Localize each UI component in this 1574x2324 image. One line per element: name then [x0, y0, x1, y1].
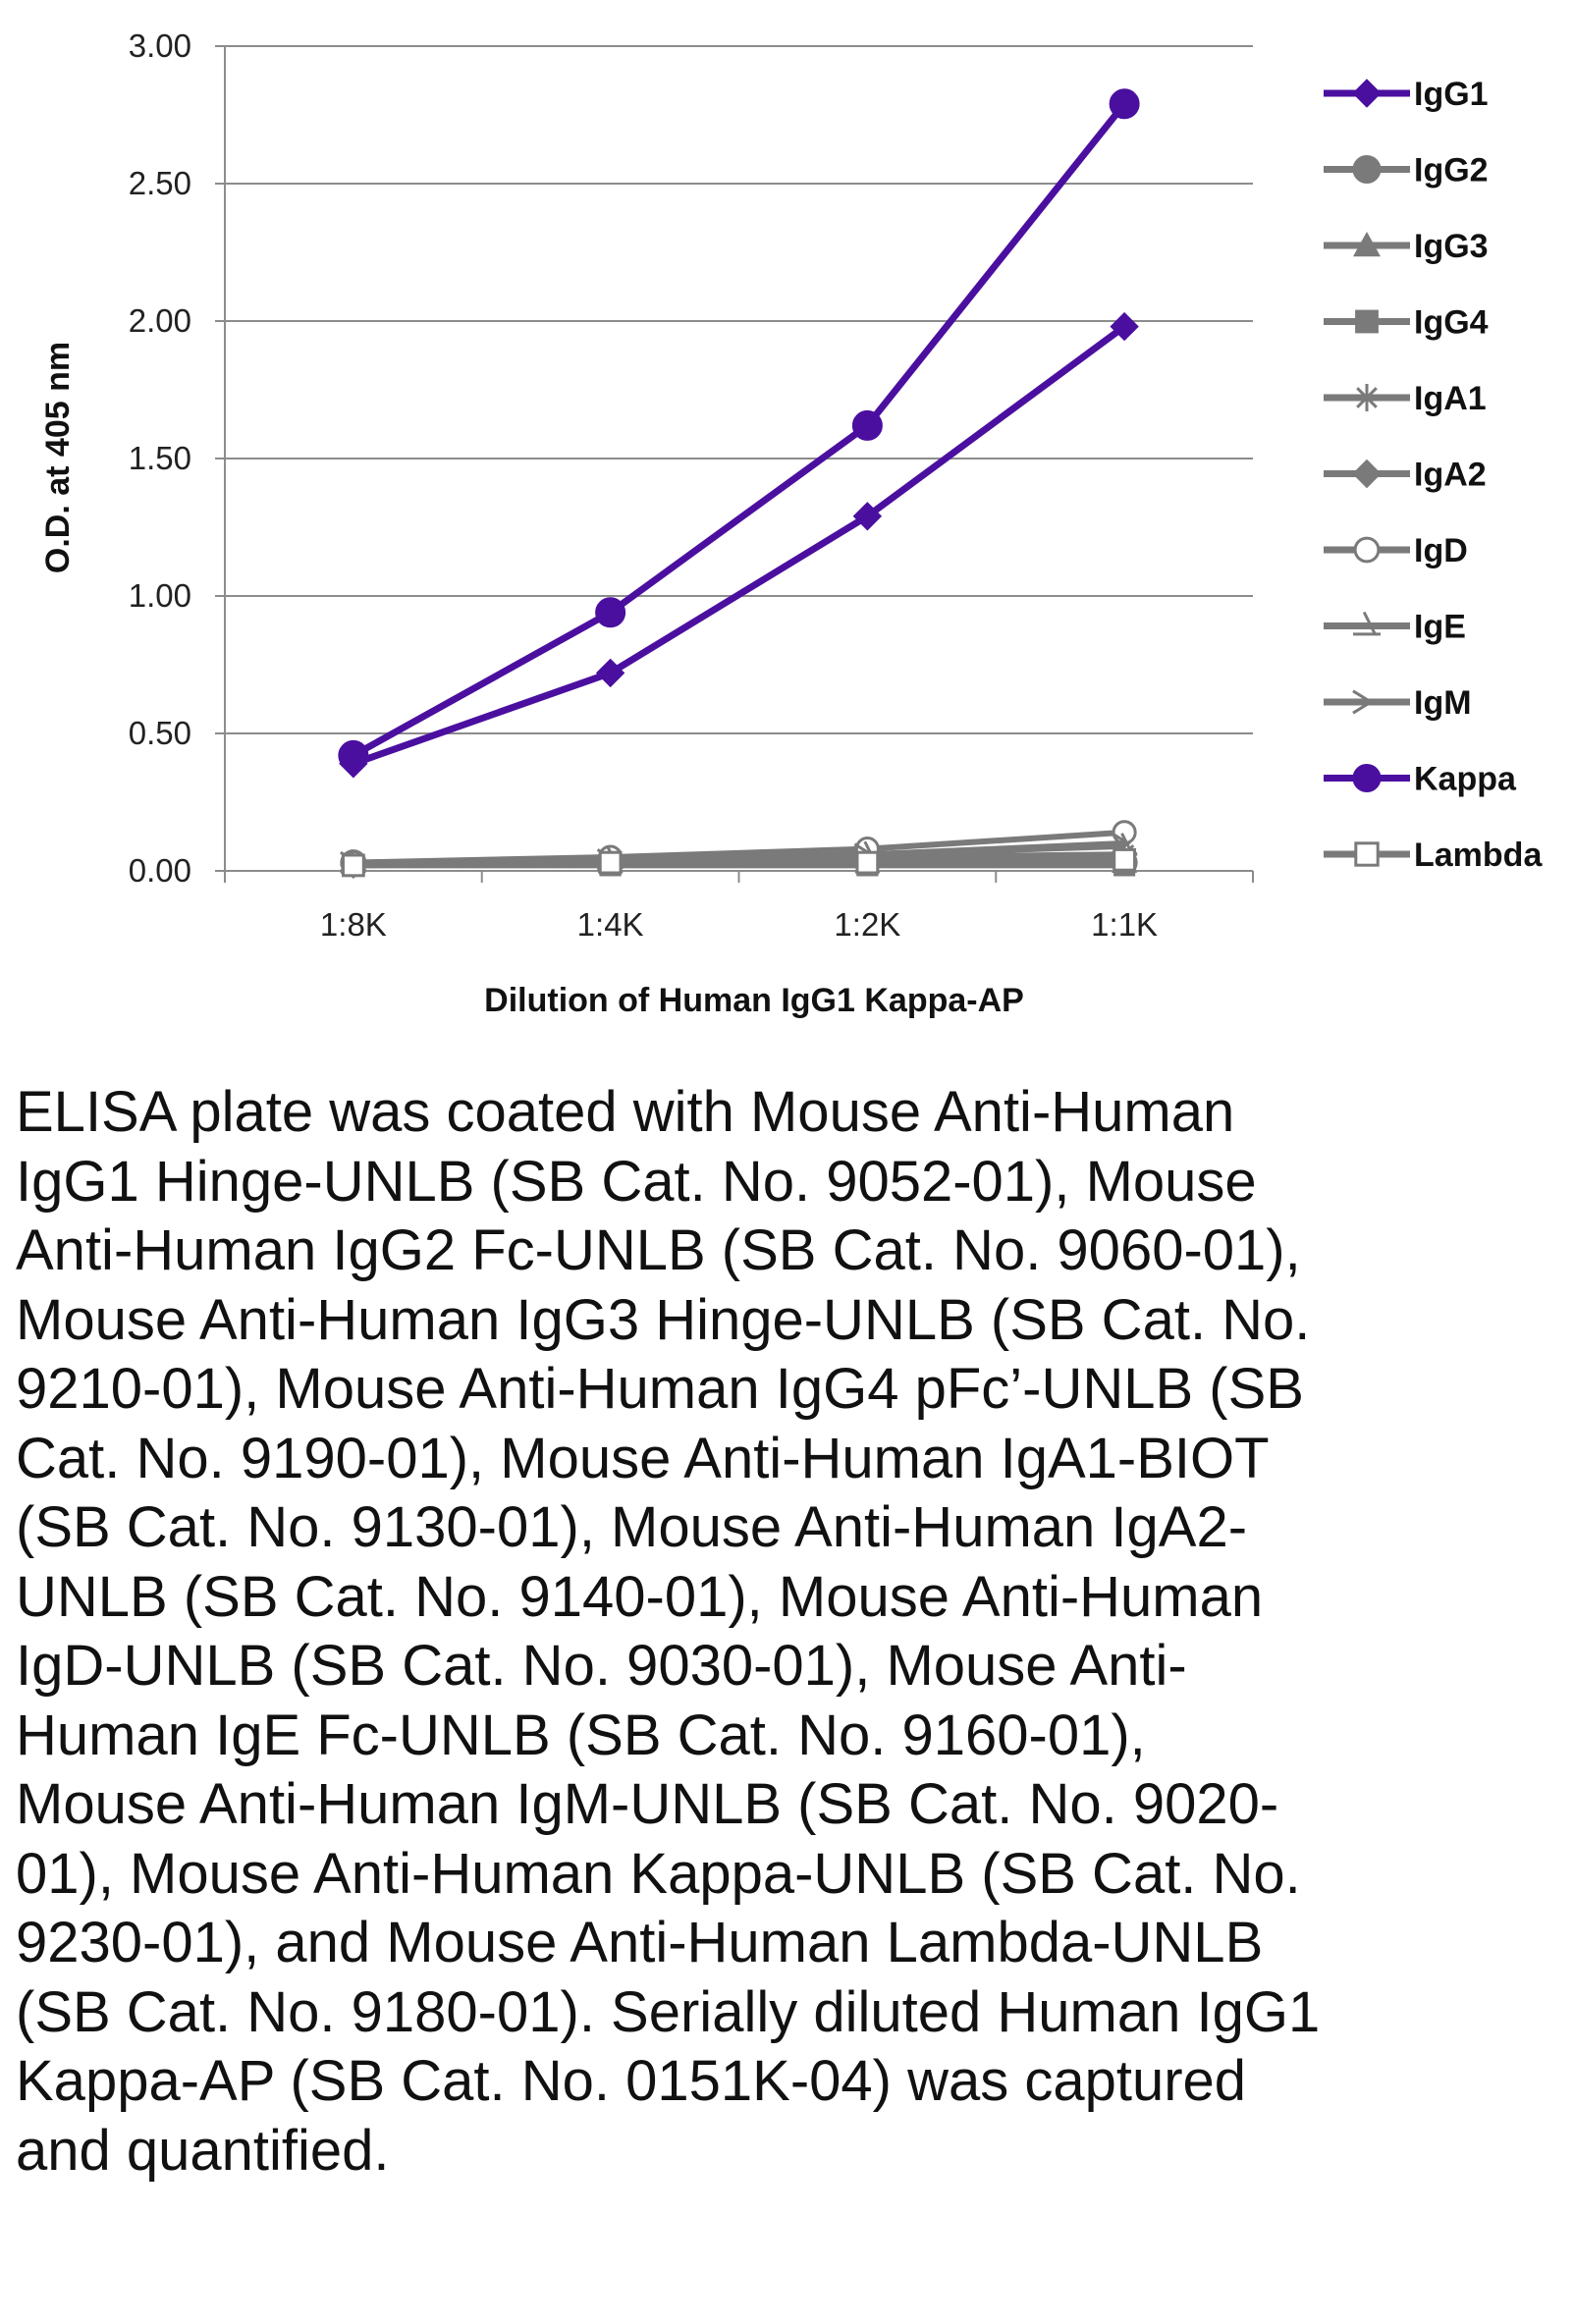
legend-item-lambda: Lambda	[1324, 837, 1543, 874]
series-group	[338, 88, 1140, 880]
legend-marker	[1353, 536, 1381, 564]
legend-marker	[1352, 79, 1382, 108]
legend-label: IgA1	[1414, 380, 1487, 417]
data-point	[851, 409, 883, 441]
marker-shape	[1110, 311, 1139, 342]
legend-item-igg4: IgG4	[1324, 304, 1489, 342]
marker-shape	[855, 850, 880, 875]
legend-marker	[1352, 459, 1382, 489]
gridlines	[225, 45, 1253, 734]
legend-label: IgG2	[1414, 152, 1489, 189]
y-tick-labels: 0.00 0.50 1.00 1.50 2.00 2.50 3.00	[129, 27, 191, 889]
marker-shape	[1352, 79, 1382, 108]
legend-label: Lambda	[1414, 837, 1543, 874]
legend-label: IgE	[1414, 609, 1466, 646]
y-tick-label: 1.00	[129, 577, 191, 614]
marker-shape	[338, 739, 369, 771]
legend-marker	[1352, 155, 1382, 184]
data-point	[598, 850, 623, 875]
legend-item-kappa: Kappa	[1324, 761, 1517, 798]
x-tick-labels: 1:8K 1:4K 1:2K 1:1K	[320, 906, 1158, 943]
data-point	[341, 853, 365, 878]
axes	[215, 45, 1254, 883]
series-kappa	[338, 88, 1140, 771]
legend-marker	[1352, 764, 1382, 792]
legend: IgG1 IgG2 IgG3 IgG4 IgA1 IgA2 IgD IgE IgM Kappa La…	[1324, 76, 1543, 874]
figure-caption: ELISA plate was coated with Mouse Anti-H…	[16, 1080, 1321, 2183]
legend-marker	[1353, 384, 1381, 411]
marker-shape	[1353, 232, 1381, 257]
marker-shape	[1109, 88, 1140, 120]
marker-shape	[595, 658, 625, 688]
marker-shape	[851, 409, 883, 441]
x-tick-label: 1:8K	[320, 906, 387, 943]
y-tick-label: 0.50	[129, 715, 191, 751]
marker-shape	[1352, 459, 1382, 489]
legend-label: IgG1	[1414, 76, 1489, 113]
series-igg1	[339, 311, 1139, 779]
y-tick-label: 2.50	[129, 165, 191, 201]
x-tick-label: 1:1K	[1091, 906, 1158, 943]
legend-marker	[1353, 611, 1381, 636]
legend-marker	[1352, 689, 1375, 715]
legend-item-iga1: IgA1	[1324, 380, 1487, 417]
series-line-igg1	[352, 323, 1127, 768]
y-tick-label: 3.00	[129, 27, 191, 64]
legend-label: Kappa	[1414, 761, 1517, 798]
legend-item-igg3: IgG3	[1324, 228, 1489, 265]
x-tick-label: 1:4K	[577, 906, 644, 943]
legend-label: IgD	[1414, 532, 1468, 569]
legend-label: IgG3	[1414, 228, 1489, 265]
data-point	[595, 597, 626, 628]
marker-shape	[1353, 611, 1381, 636]
marker-shape	[1352, 689, 1375, 715]
legend-label: IgA2	[1414, 457, 1487, 494]
y-axis-title: O.D. at 405 nm	[39, 342, 77, 573]
legend-item-igd: IgD	[1324, 532, 1468, 569]
elisa-line-chart: 0.00 0.50 1.00 1.50 2.00 2.50 3.00 1:8K 1:4K 1:2…	[39, 27, 1543, 1019]
marker-shape	[1353, 384, 1381, 411]
data-point	[338, 739, 369, 771]
data-point	[852, 502, 883, 531]
data-point	[1113, 847, 1137, 872]
marker-shape	[1354, 841, 1380, 867]
legend-marker	[1354, 841, 1380, 867]
legend-item-iga2: IgA2	[1324, 457, 1487, 494]
marker-shape	[595, 597, 626, 628]
data-point	[595, 658, 625, 688]
data-point	[1109, 88, 1140, 120]
marker-shape	[598, 850, 623, 875]
legend-item-igg1: IgG1	[1324, 76, 1489, 113]
legend-marker	[1353, 232, 1381, 257]
y-tick-label: 2.00	[129, 302, 191, 339]
legend-item-ige: IgE	[1324, 609, 1466, 646]
data-point	[1110, 311, 1139, 342]
marker-shape	[1355, 309, 1379, 334]
marker-shape	[852, 502, 883, 531]
marker-shape	[1113, 847, 1137, 872]
legend-item-igg2: IgG2	[1324, 152, 1489, 189]
y-tick-label: 1.50	[129, 440, 191, 476]
marker-shape	[1352, 155, 1382, 184]
series-lambda	[341, 847, 1137, 878]
x-tick-label: 1:2K	[834, 906, 900, 943]
y-tick-label: 0.00	[129, 852, 191, 889]
marker-shape	[1352, 764, 1382, 792]
marker-shape	[341, 853, 365, 878]
marker-shape	[1353, 536, 1381, 564]
legend-label: IgG4	[1414, 304, 1489, 342]
series-line-lambda	[353, 856, 1125, 869]
legend-item-igm: IgM	[1324, 684, 1472, 722]
legend-marker	[1355, 309, 1379, 334]
x-axis-title: Dilution of Human IgG1 Kappa-AP	[484, 982, 1024, 1019]
series-line-kappa	[352, 101, 1127, 759]
legend-label: IgM	[1414, 684, 1472, 722]
data-point	[855, 850, 880, 875]
